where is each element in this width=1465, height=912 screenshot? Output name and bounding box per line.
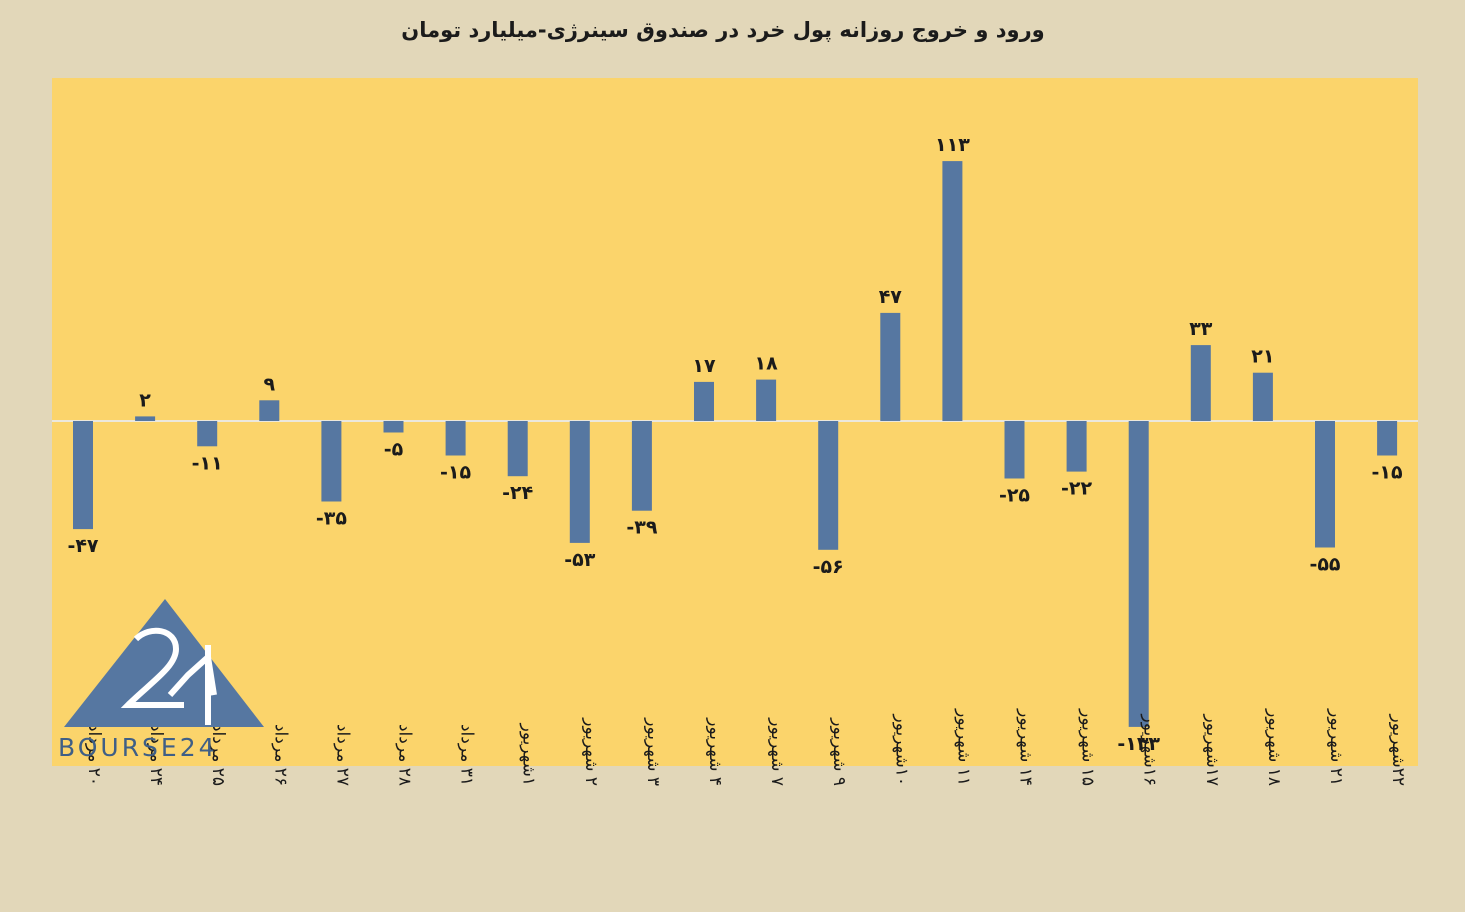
x-tick-label: ۲۴ مرداد xyxy=(146,724,166,786)
bar xyxy=(818,421,839,550)
x-tick-label: ۱۰شهریور xyxy=(891,714,911,786)
bar xyxy=(942,161,963,421)
data-label: -۱۳۳ xyxy=(1117,733,1160,755)
bar xyxy=(880,312,901,421)
x-tick-label: ۲ شهریور xyxy=(581,717,601,786)
bar xyxy=(321,421,342,502)
x-tick-label: ۱۶شهریور xyxy=(1140,714,1160,786)
x-tick-label: ۲۰ مرداد xyxy=(84,724,104,786)
logo-text: BOURSE24 xyxy=(58,733,218,762)
x-tick-label: ۱شهریور xyxy=(519,723,539,786)
bar xyxy=(383,421,404,433)
x-tick-label: ۱۷شهریور xyxy=(1202,714,1222,786)
data-label: ۳۳ xyxy=(1189,318,1213,340)
x-tick-label: ۲۸ مرداد xyxy=(395,724,415,786)
data-label: -۱۵ xyxy=(1372,462,1403,484)
data-label: ۲۱ xyxy=(1251,346,1274,368)
data-label: -۳۵ xyxy=(316,508,347,530)
x-tick-label: ۲۷ مرداد xyxy=(332,724,352,786)
bar xyxy=(1190,345,1211,421)
chart-title: ورود و خروج روزانه پول خرد در صندوق سینر… xyxy=(401,18,1045,42)
data-label: -۱۵ xyxy=(440,462,471,484)
data-label: ۹ xyxy=(263,373,275,395)
data-label: -۲۵ xyxy=(999,485,1030,507)
x-tick-label: ۱۱ شهریور xyxy=(953,708,973,786)
bar xyxy=(1128,421,1149,727)
x-tick-label: ۱۸ شهریور xyxy=(1264,708,1284,786)
data-label: -۵۳ xyxy=(564,549,595,571)
data-label: -۵۶ xyxy=(813,556,844,578)
data-label: -۲۲ xyxy=(1061,478,1092,500)
bar xyxy=(507,421,528,477)
x-tick-label: ۷ شهریور xyxy=(767,717,787,786)
logo-triangle-icon xyxy=(64,599,264,727)
bar xyxy=(1066,421,1087,472)
data-label: -۵ xyxy=(384,439,404,461)
bar xyxy=(756,379,777,421)
data-label: -۳۹ xyxy=(626,517,657,539)
x-tick-label: ۲۲شهریور xyxy=(1388,714,1408,786)
data-label: ۲ xyxy=(139,389,151,411)
x-tick-label: ۲۶ مرداد xyxy=(270,724,290,786)
data-label: ۱۱۳ xyxy=(935,134,970,156)
x-tick-label: ۹ شهریور xyxy=(829,717,849,786)
data-label: -۲۴ xyxy=(502,482,533,504)
x-tick-label: ۴ شهریور xyxy=(705,717,725,786)
bar xyxy=(569,421,590,543)
data-label: ۱۸ xyxy=(754,353,778,375)
bar xyxy=(135,416,156,421)
bar xyxy=(1004,421,1025,479)
bar xyxy=(445,421,466,456)
data-label: ۴۷ xyxy=(879,286,903,308)
bar xyxy=(694,381,714,421)
data-label: -۴۷ xyxy=(67,535,98,557)
data-label: ۱۷ xyxy=(692,355,716,377)
x-tick-label: ۲۵ مرداد xyxy=(208,724,228,786)
bourse24-logo: BOURSE24 xyxy=(58,595,272,765)
x-tick-label: ۱۵ شهریور xyxy=(1078,708,1098,786)
bar xyxy=(197,421,218,447)
data-label: -۱۱ xyxy=(192,452,223,474)
x-tick-label: ۳ شهریور xyxy=(643,717,663,786)
bar xyxy=(1377,421,1398,456)
bar xyxy=(259,400,280,421)
x-tick-label: ۲۱ شهریور xyxy=(1326,708,1346,786)
bar xyxy=(1315,421,1335,548)
bar xyxy=(1252,372,1273,421)
bar xyxy=(631,421,652,511)
x-tick-label: ۱۴ شهریور xyxy=(1016,708,1036,786)
data-label: -۵۵ xyxy=(1309,554,1340,576)
bar xyxy=(73,421,93,530)
x-tick-label: ۳۱ مرداد xyxy=(457,724,477,786)
